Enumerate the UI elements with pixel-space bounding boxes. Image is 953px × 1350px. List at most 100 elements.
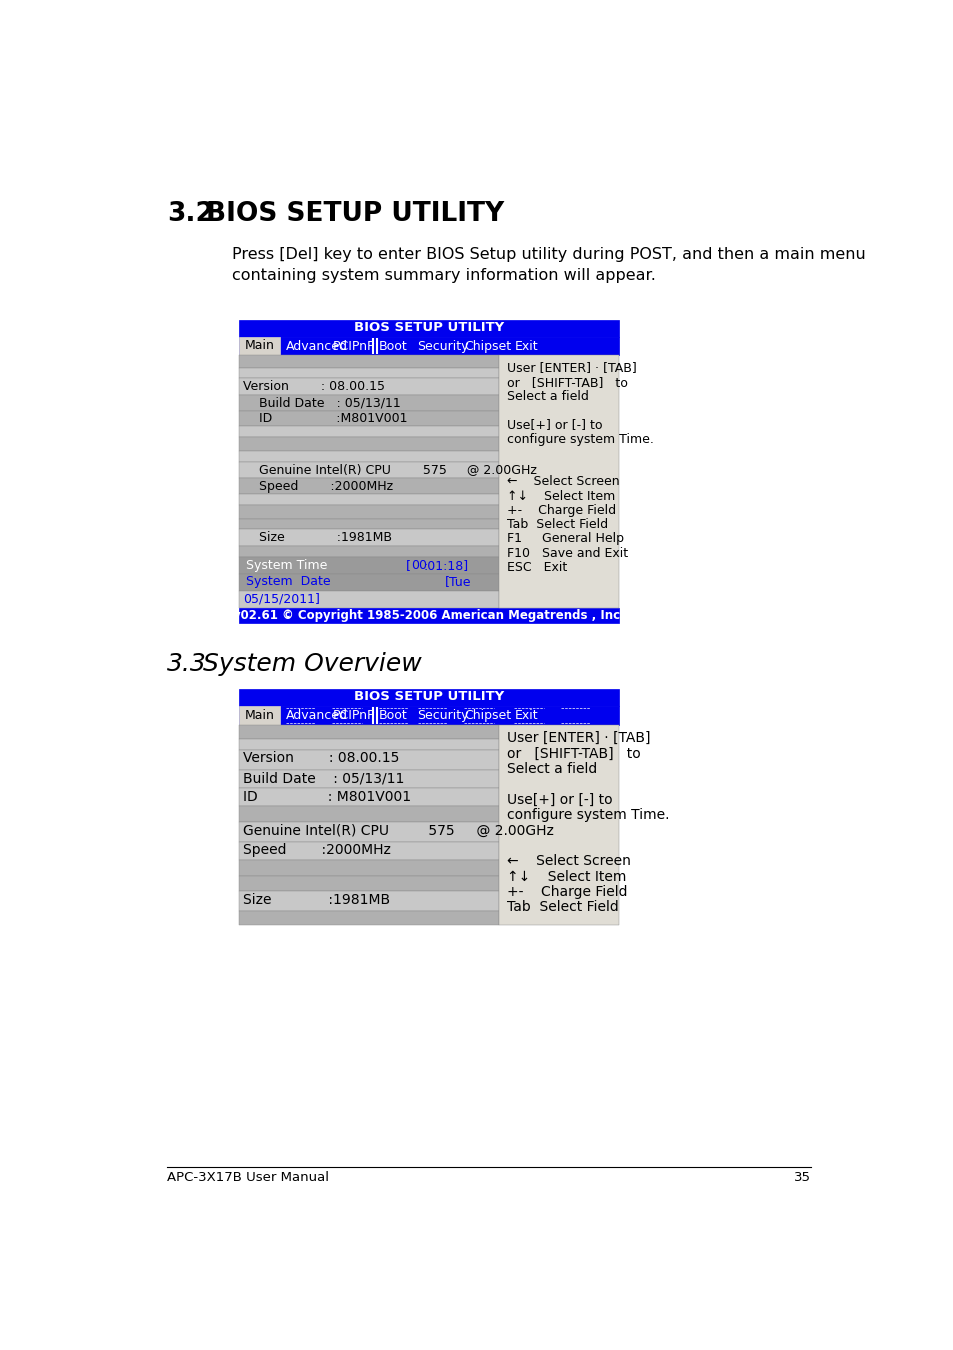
Text: ↑↓    Select Item: ↑↓ Select Item xyxy=(506,490,615,502)
Bar xyxy=(239,806,498,822)
Text: Advanced: Advanced xyxy=(286,340,348,352)
Bar xyxy=(239,320,618,336)
Text: User [ENTER] · [TAB]: User [ENTER] · [TAB] xyxy=(506,732,650,745)
Bar xyxy=(239,608,618,624)
Bar xyxy=(239,842,498,860)
Text: System  Date: System Date xyxy=(245,575,330,589)
Text: Speed        :2000MHz: Speed :2000MHz xyxy=(243,481,393,493)
Text: ID                : M801V001: ID : M801V001 xyxy=(243,790,411,803)
Bar xyxy=(239,725,498,738)
Bar xyxy=(239,478,498,494)
Bar xyxy=(239,494,498,505)
Text: Chipset: Chipset xyxy=(464,710,511,722)
Text: ESC   Exit: ESC Exit xyxy=(506,560,566,574)
Text: Version        : 08.00.15: Version : 08.00.15 xyxy=(243,751,399,765)
Text: BIOS SETUP UTILITY: BIOS SETUP UTILITY xyxy=(206,201,504,227)
Text: User [ENTER] · [TAB]: User [ENTER] · [TAB] xyxy=(506,362,636,374)
Text: containing system summary information will appear.: containing system summary information wi… xyxy=(232,269,655,284)
Text: Main: Main xyxy=(244,709,274,722)
Text: F10   Save and Exit: F10 Save and Exit xyxy=(506,547,627,560)
Text: PCIPnP: PCIPnP xyxy=(332,340,375,352)
Bar xyxy=(239,367,498,378)
Bar xyxy=(239,378,498,396)
Text: 35: 35 xyxy=(793,1170,810,1184)
Bar xyxy=(239,336,279,355)
Text: configure system Time.: configure system Time. xyxy=(506,432,653,446)
Bar xyxy=(239,749,498,770)
Text: Main: Main xyxy=(244,339,274,352)
Text: 05/15/2011]: 05/15/2011] xyxy=(243,593,320,605)
Text: Use[+] or [-] to: Use[+] or [-] to xyxy=(506,792,612,807)
Text: :01:18]: :01:18] xyxy=(422,559,468,571)
Text: 00: 00 xyxy=(411,559,427,571)
Text: configure system Time.: configure system Time. xyxy=(506,809,669,822)
Text: 3.2: 3.2 xyxy=(167,201,214,227)
Text: BIOS SETUP UTILITY: BIOS SETUP UTILITY xyxy=(354,690,504,703)
Text: v02.61 © Copyright 1985-2006 American Megatrends , Inc.: v02.61 © Copyright 1985-2006 American Me… xyxy=(233,609,624,622)
Text: Size             :1981MB: Size :1981MB xyxy=(243,531,392,544)
Bar xyxy=(498,725,618,925)
Text: Advanced: Advanced xyxy=(286,710,348,722)
Text: Version        : 08.00.15: Version : 08.00.15 xyxy=(243,379,385,393)
Bar xyxy=(239,690,618,706)
Bar xyxy=(239,518,498,529)
Text: Genuine Intel(R) CPU         575     @ 2.00GHz: Genuine Intel(R) CPU 575 @ 2.00GHz xyxy=(243,824,554,837)
Text: Press [Del] key to enter BIOS Setup utility during POST, and then a main menu: Press [Del] key to enter BIOS Setup util… xyxy=(232,247,864,262)
Bar xyxy=(239,558,498,574)
Text: System Time: System Time xyxy=(245,559,327,571)
Bar xyxy=(239,410,498,427)
Text: Boot: Boot xyxy=(378,340,407,352)
Text: [: [ xyxy=(406,559,411,571)
Bar xyxy=(239,451,498,462)
Text: ←    Select Screen: ← Select Screen xyxy=(506,475,618,489)
Bar xyxy=(239,706,279,725)
Bar xyxy=(239,769,498,788)
Text: F1     General Help: F1 General Help xyxy=(506,532,623,545)
Bar xyxy=(239,437,498,451)
Text: APC-3X17B User Manual: APC-3X17B User Manual xyxy=(167,1170,329,1184)
Text: Use[+] or [-] to: Use[+] or [-] to xyxy=(506,418,601,432)
Bar xyxy=(239,355,498,367)
Bar xyxy=(239,891,498,911)
Text: 3.3: 3.3 xyxy=(167,652,207,676)
Text: Boot: Boot xyxy=(378,710,407,722)
Text: Speed        :2000MHz: Speed :2000MHz xyxy=(243,844,391,857)
Bar xyxy=(239,574,498,591)
Text: ←    Select Screen: ← Select Screen xyxy=(506,855,630,868)
Text: ↑↓    Select Item: ↑↓ Select Item xyxy=(506,869,625,884)
Text: Exit: Exit xyxy=(514,710,537,722)
Text: Build Date   : 05/13/11: Build Date : 05/13/11 xyxy=(243,397,400,410)
Text: +-    Charge Field: +- Charge Field xyxy=(506,504,616,517)
Bar xyxy=(239,911,498,925)
Text: Tab  Select Field: Tab Select Field xyxy=(506,518,607,531)
Text: Size             :1981MB: Size :1981MB xyxy=(243,892,390,907)
Bar xyxy=(239,505,498,518)
Bar xyxy=(239,876,498,891)
Bar xyxy=(239,547,498,558)
Text: Chipset: Chipset xyxy=(464,340,511,352)
Text: Security: Security xyxy=(417,710,469,722)
Text: PCIPnP: PCIPnP xyxy=(332,710,375,722)
Text: Genuine Intel(R) CPU        575     @ 2.00GHz: Genuine Intel(R) CPU 575 @ 2.00GHz xyxy=(243,463,537,477)
Bar xyxy=(239,860,498,876)
Text: +-    Charge Field: +- Charge Field xyxy=(506,886,626,899)
Text: Select a field: Select a field xyxy=(506,390,588,402)
Bar xyxy=(239,788,498,806)
Bar xyxy=(239,738,498,749)
Bar xyxy=(239,462,498,478)
Bar xyxy=(239,591,498,608)
Text: Security: Security xyxy=(417,340,469,352)
Text: Build Date    : 05/13/11: Build Date : 05/13/11 xyxy=(243,771,404,786)
Bar xyxy=(239,822,498,842)
Bar xyxy=(239,336,618,355)
Text: Select a field: Select a field xyxy=(506,761,597,776)
Text: Tab  Select Field: Tab Select Field xyxy=(506,900,618,914)
Text: Exit: Exit xyxy=(514,340,537,352)
Text: or   [SHIFT-TAB]   to: or [SHIFT-TAB] to xyxy=(506,747,639,760)
Bar xyxy=(239,396,498,410)
Bar xyxy=(239,529,498,547)
Text: BIOS SETUP UTILITY: BIOS SETUP UTILITY xyxy=(354,320,504,333)
Bar xyxy=(498,355,618,608)
Text: System Overview: System Overview xyxy=(203,652,421,676)
Text: [Tue: [Tue xyxy=(444,575,471,589)
